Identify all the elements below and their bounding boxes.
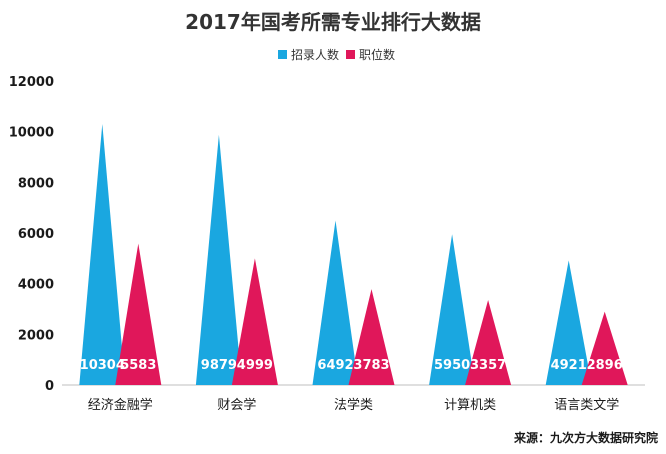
data-label-1-0: 5583 [120,358,156,373]
y-axis: 0 2000 4000 6000 8000 10000 12000 [9,75,54,394]
data-label-1-3: 3357 [470,358,506,373]
bar-1-3 [465,299,512,385]
data-label-0-1: 9879 [201,358,237,373]
x-tick-label-3: 计算机类 [444,398,496,413]
x-tick-label-4: 语言类文学 [554,397,619,413]
y-tick-label-5: 10000 [9,126,54,141]
legend-swatch-1 [346,50,355,59]
data-label-0-0: 10304 [80,358,125,373]
bar-0-3 [429,234,476,385]
x-tick-label-2: 法学类 [334,397,373,413]
chart-title: 2017年国考所需专业排行大数据 [185,10,481,34]
legend-swatch-0 [278,50,287,59]
bar-1-2 [348,289,395,385]
data-label-0-3: 5950 [434,358,470,373]
data-label-0-4: 4921 [551,358,587,373]
x-tick-label-1: 财会学 [217,397,256,413]
y-tick-label-4: 8000 [18,176,54,191]
source-note: 来源：九次方大数据研究院 [513,430,658,445]
bar-0-2 [312,220,359,385]
data-label-1-1: 4999 [237,358,273,373]
x-tick-label-0: 经济金融学 [88,397,153,413]
data-label-1-4: 2896 [587,358,623,373]
legend: 招录人数 职位数 [278,47,395,62]
bar-1-0 [115,243,162,385]
bar-1-4 [581,311,628,385]
bar-group [79,123,628,385]
data-label-0-2: 6492 [317,358,353,373]
bar-1-1 [231,258,278,385]
legend-label-1: 职位数 [359,47,395,62]
y-tick-label-0: 0 [45,379,54,394]
bar-0-1 [195,134,242,385]
x-axis: 经济金融学 财会学 法学类 计算机类 语言类文学 [88,397,619,413]
y-tick-label-6: 12000 [9,75,54,90]
y-tick-label-2: 4000 [18,278,54,293]
data-label-1-2: 3783 [353,358,389,373]
legend-label-0: 招录人数 [291,47,339,62]
bar-0-4 [545,260,592,385]
y-tick-label-1: 2000 [18,328,54,343]
bar-0-0 [79,123,126,385]
y-tick-label-3: 6000 [18,227,54,242]
